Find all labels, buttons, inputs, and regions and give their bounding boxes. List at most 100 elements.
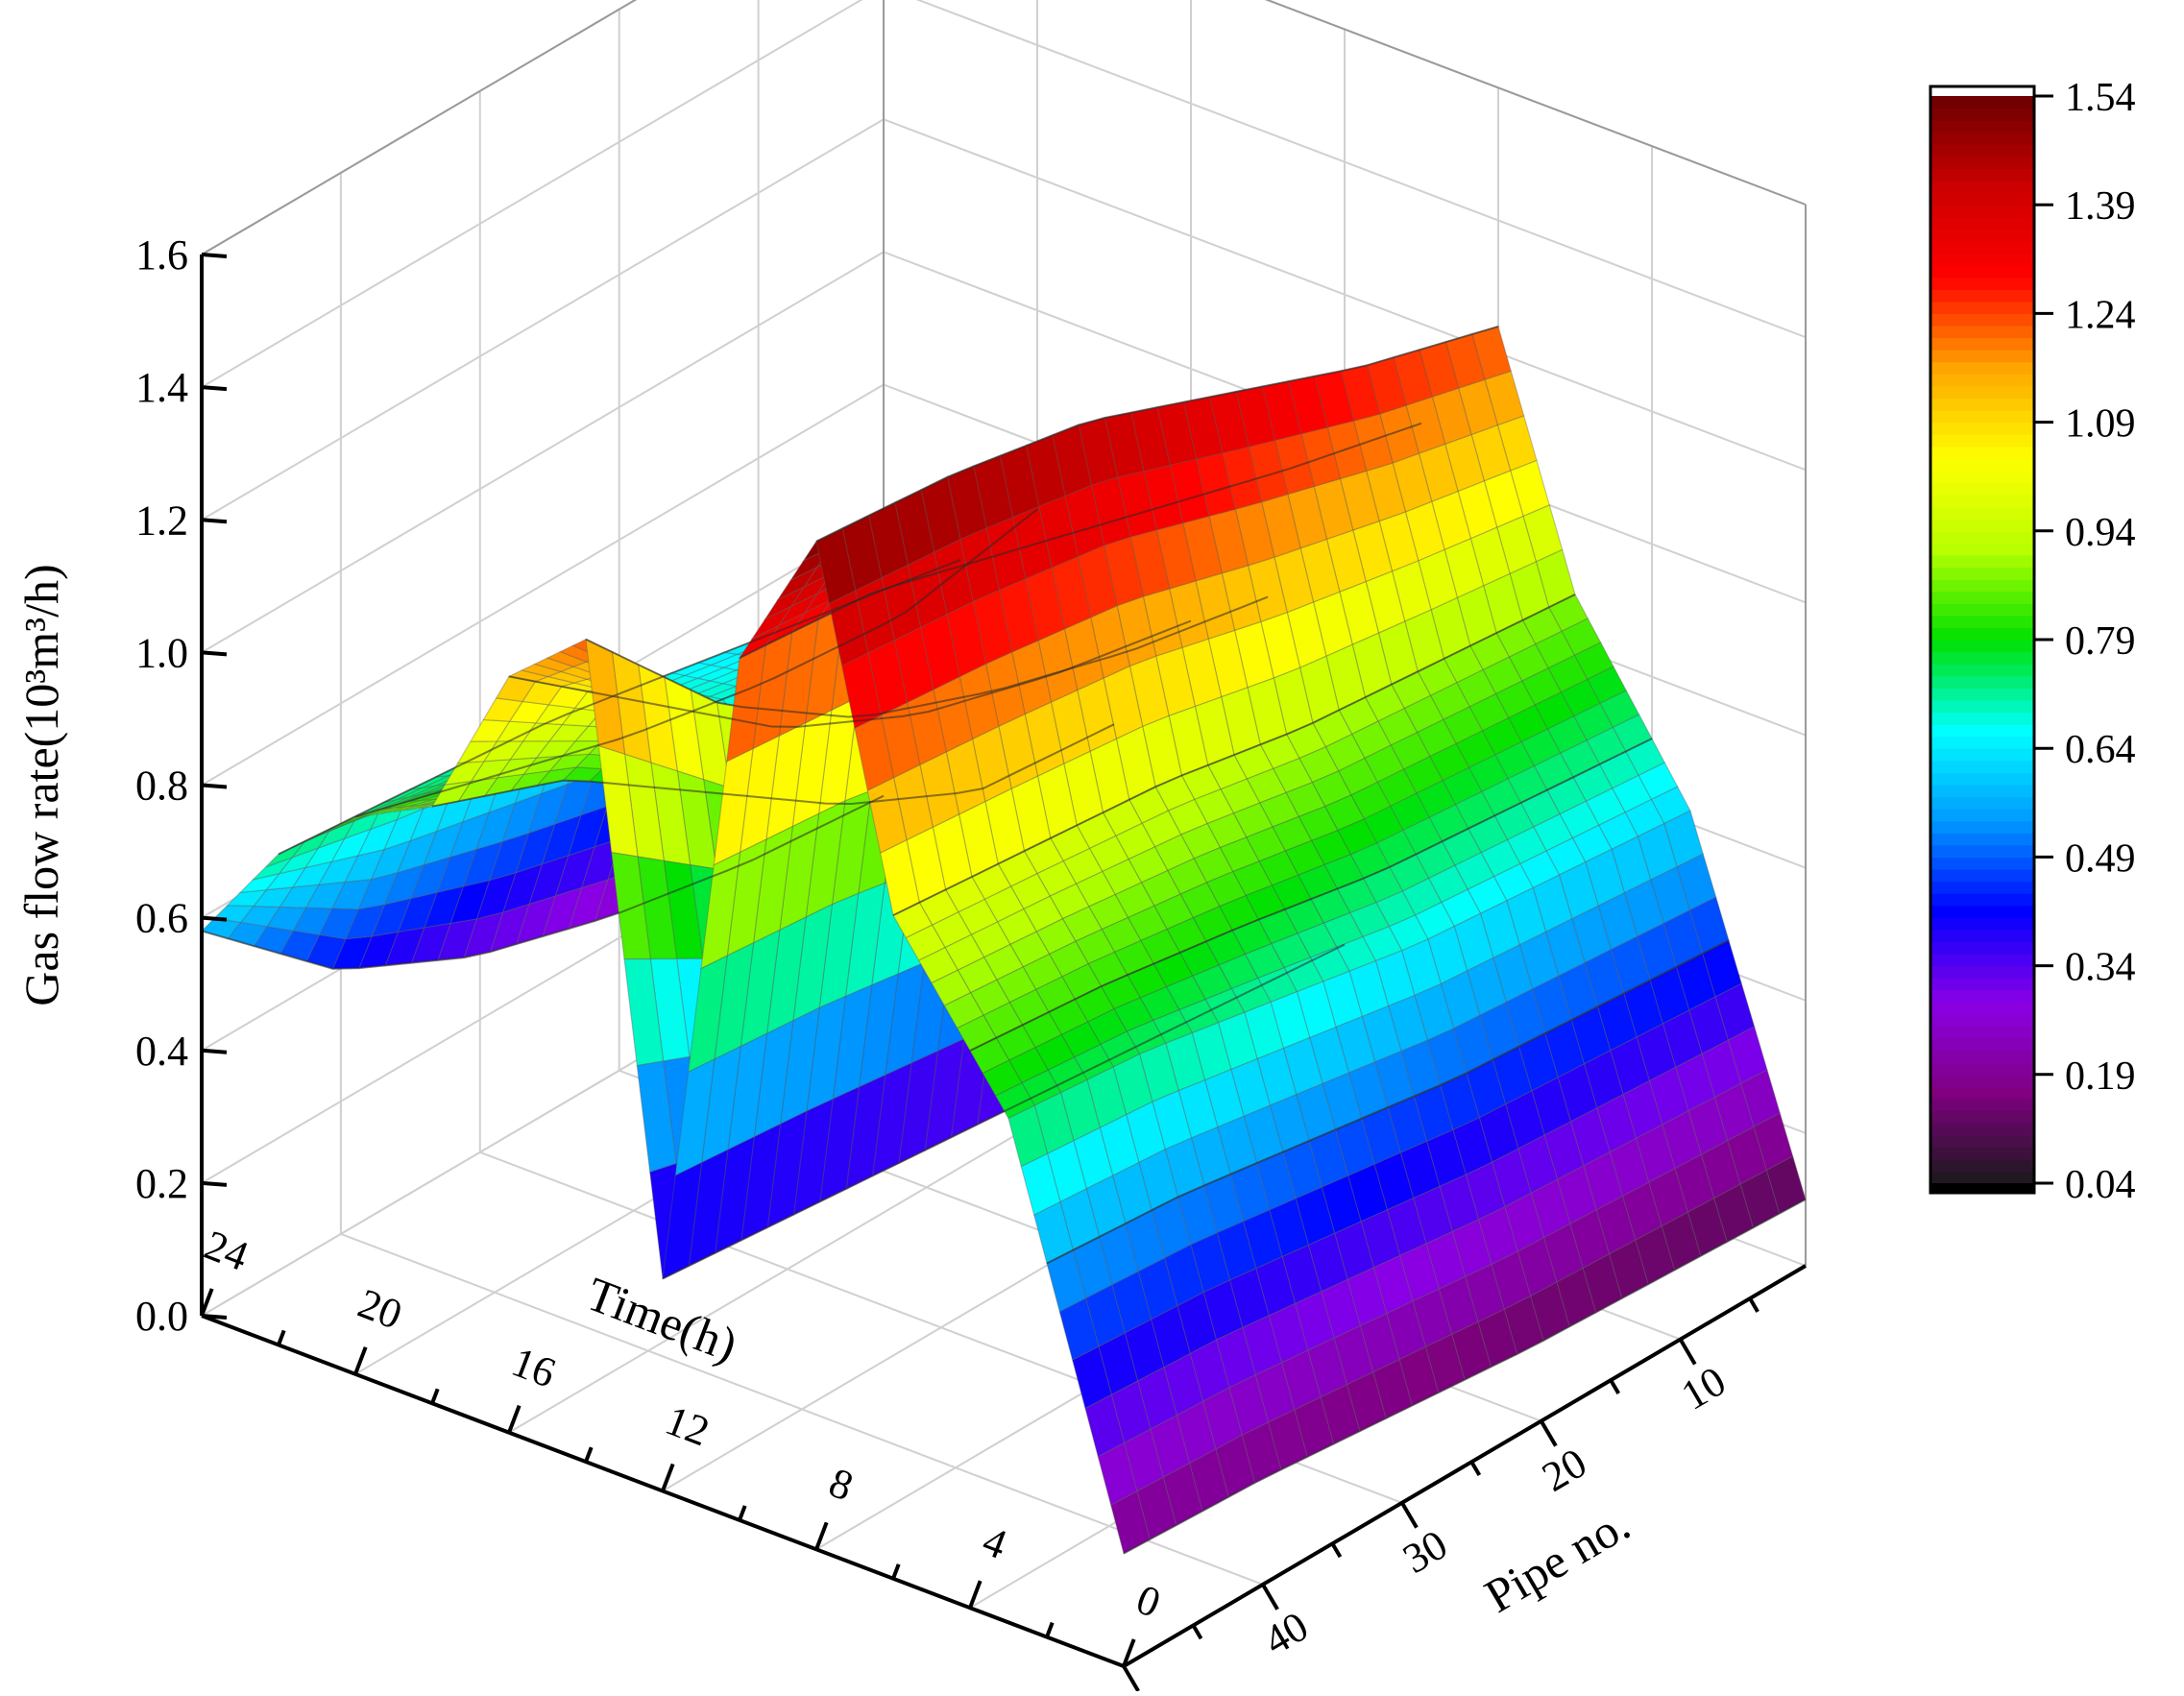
time-tick: [968, 1580, 983, 1609]
time-tick-label: 8: [823, 1459, 860, 1511]
surface-patch: [469, 718, 511, 742]
surface-patch: [943, 991, 984, 1030]
z-tick-label: 1.6: [135, 231, 188, 279]
pipe-tick-label: 20: [1534, 1439, 1594, 1501]
colorbar-band: [1930, 1074, 2034, 1087]
colorbar-tick-label: 0.94: [2065, 511, 2136, 555]
surface-time-line: [1046, 939, 1730, 1265]
surface-patch: [1084, 1393, 1126, 1458]
colorbar-tick-label: 0.04: [2065, 1163, 2136, 1207]
colorbar-band: [1930, 941, 2034, 955]
time-tick: [1122, 1638, 1136, 1667]
colorbar-band: [1930, 361, 2034, 375]
surface-patch: [854, 715, 895, 792]
pipe-tick: [1539, 1419, 1558, 1447]
colorbar-band: [1930, 253, 2034, 266]
colorbar-band: [1930, 265, 2034, 279]
time-tick: [200, 1288, 214, 1317]
time-tick-label: 16: [505, 1338, 562, 1396]
colorbar-band: [1930, 989, 2034, 1003]
colorbar-band: [1930, 868, 2034, 883]
colorbar-band: [1930, 495, 2034, 508]
colorbar-band: [1930, 1002, 2034, 1015]
colorbar-tick-label: 1.09: [2065, 402, 2136, 447]
colorbar-tick-label: 1.54: [2065, 76, 2136, 120]
pipe-tick: [1191, 1624, 1203, 1640]
surface-time-line: [585, 595, 1269, 718]
surface-time-line: [1123, 1199, 1807, 1555]
z-tick-label: 1.0: [135, 629, 188, 676]
colorbar-band: [1930, 1086, 2034, 1100]
colorbar-band: [1930, 168, 2034, 182]
colorbar-band: [1930, 978, 2034, 991]
colorbar-band: [1930, 398, 2034, 411]
colorbar-band: [1930, 289, 2034, 303]
colorbar-band: [1930, 796, 2034, 810]
grid-line: [340, 1232, 1264, 1586]
colorbar-band: [1930, 603, 2034, 617]
surface-patch: [1020, 1152, 1061, 1217]
pipe-tick: [1400, 1501, 1419, 1529]
colorbar-band: [1930, 675, 2034, 689]
colorbar-tick-label: 1.24: [2065, 293, 2136, 337]
time-tick-label: 12: [659, 1396, 716, 1455]
colorbar-band: [1930, 229, 2034, 242]
colorbar-band: [1930, 905, 2034, 918]
colorbar-band: [1930, 1171, 2034, 1184]
z-tick: [201, 1180, 228, 1187]
colorbar-band: [1930, 929, 2034, 943]
surface-patch: [456, 740, 498, 764]
surface-patch: [226, 888, 268, 908]
colorbar-band: [1930, 1098, 2034, 1112]
z-axis-title: Gas flow rate(10³m³/h): [14, 564, 68, 1005]
pipe-tick: [1748, 1297, 1759, 1313]
grid-line: [201, 0, 863, 388]
time-tick: [353, 1346, 368, 1375]
time-tick: [1045, 1621, 1055, 1638]
time-tick-label: 20: [352, 1279, 408, 1338]
colorbar-band: [1930, 1026, 2034, 1039]
colorbar-band: [1930, 724, 2034, 738]
colorbar-band: [1930, 1134, 2034, 1148]
surface-patch: [841, 652, 882, 730]
time-tick: [738, 1505, 747, 1521]
pipe-axis-title: Pipe no.: [1475, 1497, 1638, 1623]
grid-line: [201, 251, 885, 654]
colorbar-band: [1930, 446, 2034, 459]
colorbar-band: [1930, 772, 2034, 786]
surface-patch: [931, 969, 972, 1006]
pipe-tick: [1122, 1664, 1140, 1692]
pipe-tick-label: 50: [1117, 1684, 1177, 1691]
colorbar-band: [1930, 519, 2034, 532]
colorbar-band: [1930, 277, 2034, 290]
colorbar-band: [1930, 1062, 2034, 1076]
surface-time-line: [508, 619, 1192, 728]
colorbar-band: [1930, 543, 2034, 556]
colorbar-band: [1930, 712, 2034, 725]
z-tick-label: 0.8: [135, 763, 188, 810]
z-tick-label: 0.2: [135, 1160, 188, 1207]
surface-layer: [200, 325, 1807, 1555]
time-tick-label: 24: [198, 1222, 255, 1280]
z-tick: [201, 783, 228, 789]
pipe-tick: [1330, 1542, 1343, 1559]
surface-time-line: [969, 738, 1653, 1052]
colorbar-band: [1930, 96, 2034, 109]
colorbar-band: [1930, 554, 2034, 569]
surface-patch: [636, 1060, 677, 1174]
colorbar-band: [1930, 1110, 2034, 1124]
colorbar-band: [1930, 120, 2034, 133]
colorbar-band: [1930, 108, 2034, 121]
colorbar-band: [1930, 640, 2034, 653]
colorbar: 0.04 0.19 0.34 0.49 0.64 0.79 0.94 1.09 1.24 1.39…: [1929, 76, 2136, 1207]
surface-patch: [546, 650, 589, 667]
time-tick: [584, 1446, 594, 1463]
colorbar-band: [1930, 627, 2034, 641]
colorbar-band: [1930, 760, 2034, 773]
colorbar-band: [1930, 833, 2034, 846]
surface-time-line: [354, 508, 1038, 818]
pipe-tick-label: 40: [1256, 1603, 1317, 1665]
colorbar-band: [1930, 144, 2034, 157]
colorbar-band: [1930, 337, 2034, 351]
z-tick-label: 0.4: [135, 1028, 188, 1075]
